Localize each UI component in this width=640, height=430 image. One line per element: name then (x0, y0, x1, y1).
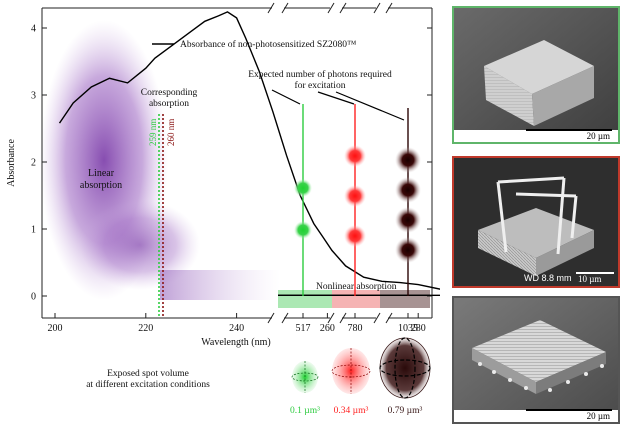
annotation-nonlinear: Nonlinear absorption (316, 282, 397, 292)
annotation-linear: Linear absorption (80, 168, 122, 191)
ellipsoid-1035 (379, 337, 431, 399)
label-260nm: 260 nm (166, 119, 176, 146)
scale-bar-1: 20 µm (526, 128, 614, 142)
x-tick-label: 260 (320, 323, 335, 334)
x-tick-label: 220 (138, 323, 153, 334)
ellipsoid-517 (291, 361, 319, 393)
y-axis-label: Absorbance (6, 139, 17, 187)
y-tick-label: 4 (31, 24, 36, 35)
volume-ellipsoids (291, 337, 431, 399)
photon-dot-780 (344, 145, 366, 167)
photon-dot-780 (344, 225, 366, 247)
x-tick-label: 1035 (398, 323, 418, 334)
sem-panel-green: 20 µm (452, 6, 620, 144)
photon-dot-517 (294, 221, 312, 239)
axes-frame (41, 7, 433, 319)
x-tick-label: 200 (48, 323, 63, 334)
y-tick-label: 2 (31, 158, 36, 169)
photon-dot-1035 (395, 147, 421, 173)
sem-panel-gray: 20 µm (452, 296, 620, 424)
x-tick-label: 280 (411, 323, 426, 334)
scale-bar-2: 10 µm (576, 272, 618, 286)
band-780 (332, 290, 380, 308)
legend: Absorbance of non-photosensitized SZ2080… (152, 39, 357, 50)
photon-dot-780 (344, 185, 366, 207)
annotation-expected-photons: Expected number of photons required for e… (248, 69, 392, 91)
pointer-lines (271, 89, 405, 121)
y-tick-label: 0 (31, 292, 36, 303)
scale-label-2: 10 µm (578, 274, 602, 284)
x-tick-label: 780 (348, 323, 363, 334)
y-tick-label: 1 (31, 225, 36, 236)
y-tick-label: 3 (31, 91, 36, 102)
volume-label-780: 0.34 µm³ (334, 406, 369, 416)
photon-dot-1035 (395, 207, 421, 233)
x-axis-label: Wavelength (nm) (201, 337, 270, 348)
band-517 (278, 290, 332, 308)
axis-break-marks (267, 2, 393, 324)
x-tick-label: 517 (296, 323, 311, 334)
ellipsoid-780 (331, 348, 371, 394)
photon-dot-517 (294, 179, 312, 197)
label-259nm: 259 nm (148, 119, 158, 146)
photon-dot-1035 (395, 177, 421, 203)
annotation-exposed-spot: Exposed spot volume at different excitati… (86, 369, 210, 390)
absorbance-series-line (58, 11, 440, 296)
volume-label-517: 0.1 µm³ (290, 406, 320, 416)
legend-label: Absorbance of non-photosensitized SZ2080… (180, 39, 357, 50)
scale-label-3: 20 µm (586, 411, 610, 421)
linear-absorption-region (40, 20, 280, 300)
scale-label-1: 20 µm (586, 131, 610, 141)
volume-label-1035: 0.79 µm³ (388, 406, 423, 416)
photon-dot-1035 (395, 237, 421, 263)
scale-bar-3: 20 µm (526, 408, 614, 422)
band-1035 (380, 290, 430, 308)
wd-label: WD 8.8 mm (524, 273, 572, 283)
annotation-corresponding: Corresponding absorption (141, 88, 198, 109)
x-tick-label: 240 (229, 323, 244, 334)
sem-panel-red: WD 8.8 mm 10 µm (452, 156, 620, 288)
